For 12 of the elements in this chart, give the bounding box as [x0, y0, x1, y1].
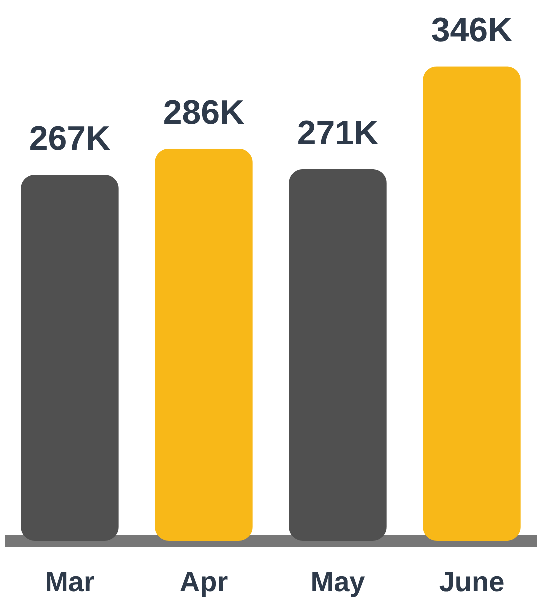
x-tick-label: Apr: [180, 566, 228, 598]
data-label: 346K: [431, 12, 514, 50]
x-tick-label: June: [439, 566, 505, 598]
data-label: 271K: [297, 114, 380, 152]
bar: [21, 174, 119, 541]
bar: [155, 148, 253, 541]
bar: [289, 169, 387, 541]
x-tick-label: Mar: [45, 566, 95, 598]
data-label: 286K: [163, 94, 246, 132]
x-tick-label: May: [310, 566, 366, 598]
bar: [423, 66, 521, 541]
data-label: 267K: [29, 120, 112, 158]
